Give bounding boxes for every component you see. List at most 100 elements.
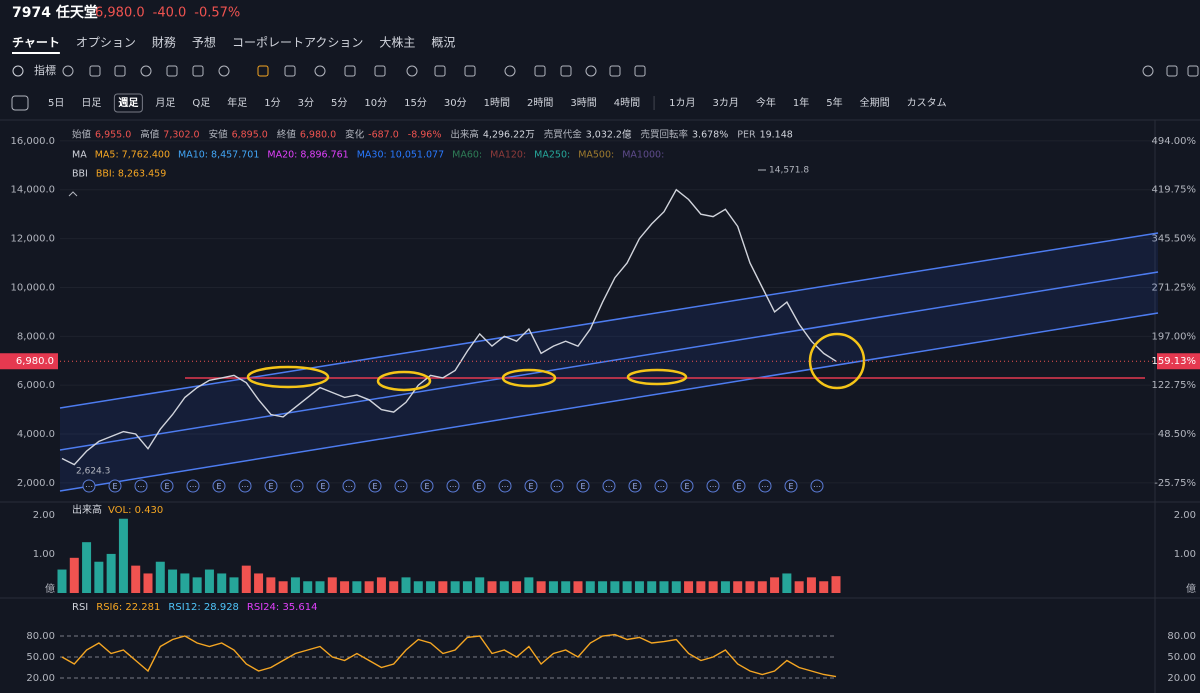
event-marker[interactable] — [368, 479, 382, 493]
collapse-icon[interactable] — [68, 191, 78, 197]
event-label[interactable]: ⋯ — [657, 482, 665, 491]
tool-icon[interactable] — [534, 65, 546, 77]
event-marker[interactable] — [108, 479, 122, 493]
tool-icon[interactable] — [192, 65, 204, 77]
event-marker[interactable] — [186, 479, 200, 493]
event-label[interactable]: ⋯ — [709, 482, 717, 491]
event-label[interactable]: E — [476, 482, 481, 491]
tool-icon[interactable] — [140, 65, 152, 77]
event-marker[interactable] — [446, 479, 460, 493]
event-label[interactable]: ⋯ — [85, 482, 93, 491]
event-label[interactable]: E — [216, 482, 221, 491]
timeframe[interactable]: 15分 — [404, 97, 427, 109]
range[interactable]: 全期間 — [860, 96, 890, 109]
tab[interactable]: 概況 — [431, 35, 455, 50]
timeframe[interactable]: 日足 — [81, 97, 101, 109]
event-marker[interactable] — [316, 479, 330, 493]
tool-icon[interactable] — [1187, 65, 1199, 77]
tool-icon[interactable] — [114, 65, 126, 77]
range[interactable]: カスタム — [907, 97, 947, 109]
event-marker[interactable] — [420, 479, 434, 493]
range[interactable]: 1年 — [793, 96, 809, 109]
timeframe[interactable]: 5日 — [48, 98, 64, 109]
tool-icon[interactable] — [504, 65, 516, 77]
indicator-button[interactable]: 指標 — [34, 63, 56, 77]
range[interactable]: 3カ月 — [712, 97, 738, 109]
tool-icon[interactable] — [89, 65, 101, 77]
timeframe[interactable]: 5分 — [331, 97, 347, 109]
event-label[interactable]: E — [528, 482, 533, 491]
tab[interactable]: チャート — [12, 36, 60, 50]
event-label[interactable]: ⋯ — [293, 482, 301, 491]
event-label[interactable]: E — [112, 482, 117, 491]
event-marker[interactable] — [758, 479, 772, 493]
event-marker[interactable] — [550, 479, 564, 493]
tool-icon[interactable] — [1142, 65, 1154, 77]
event-marker[interactable] — [706, 479, 720, 493]
timeframe[interactable]: Q足 — [192, 97, 210, 109]
event-marker[interactable] — [524, 479, 538, 493]
event-label[interactable]: E — [424, 482, 429, 491]
tool-icon[interactable] — [62, 65, 74, 77]
event-label[interactable]: ⋯ — [241, 482, 249, 491]
tool-icon[interactable] — [314, 65, 326, 77]
timeframe[interactable]: 2時間 — [527, 97, 553, 109]
tab[interactable]: オプション — [76, 36, 136, 50]
timeframe[interactable]: 1分 — [264, 97, 280, 109]
tab[interactable]: 予想 — [192, 35, 216, 50]
tool-icon[interactable] — [166, 65, 178, 77]
tool-icon[interactable] — [634, 65, 646, 77]
event-marker[interactable] — [628, 479, 642, 493]
tool-icon[interactable] — [406, 65, 418, 77]
event-label[interactable]: E — [632, 482, 637, 491]
event-label[interactable]: ⋯ — [449, 482, 457, 491]
tool-icon[interactable] — [1166, 65, 1178, 77]
timeframe[interactable]: 30分 — [444, 97, 467, 109]
timeframe[interactable]: 1時間 — [484, 97, 510, 109]
tool-icon[interactable] — [609, 65, 621, 77]
event-marker[interactable] — [394, 479, 408, 493]
timeframe[interactable]: 月足 — [155, 97, 175, 109]
tab[interactable]: 財務 — [152, 35, 176, 50]
timeframe[interactable]: 週足 — [118, 97, 139, 109]
event-label[interactable]: E — [788, 482, 793, 491]
event-marker[interactable] — [732, 479, 746, 493]
range[interactable]: 1カ月 — [669, 97, 695, 109]
timeframe[interactable]: 4時間 — [614, 97, 640, 109]
event-marker[interactable] — [212, 479, 226, 493]
timeframe[interactable]: 年足 — [227, 96, 247, 109]
timeframe[interactable]: 3時間 — [570, 97, 596, 109]
event-label[interactable]: ⋯ — [553, 482, 561, 491]
range[interactable]: 5年 — [826, 96, 842, 109]
event-label[interactable]: E — [320, 482, 325, 491]
event-marker[interactable] — [602, 479, 616, 493]
event-marker[interactable] — [342, 479, 356, 493]
event-marker[interactable] — [238, 479, 252, 493]
tab[interactable]: コーポレートアクション — [232, 36, 363, 50]
event-marker[interactable] — [498, 479, 512, 493]
tool-icon[interactable] — [585, 65, 597, 77]
event-marker[interactable] — [576, 479, 590, 493]
tool-icon[interactable] — [344, 65, 356, 77]
event-label[interactable]: ⋯ — [137, 482, 145, 491]
tool-icon[interactable] — [284, 65, 296, 77]
event-label[interactable]: E — [268, 482, 273, 491]
tool-icon[interactable] — [464, 65, 476, 77]
event-label[interactable]: ⋯ — [397, 482, 405, 491]
event-marker[interactable] — [290, 479, 304, 493]
range[interactable]: 今年 — [756, 96, 776, 109]
timeframe[interactable]: 10分 — [364, 97, 387, 109]
event-marker[interactable] — [472, 479, 486, 493]
event-label[interactable]: E — [164, 482, 169, 491]
event-label[interactable]: ⋯ — [761, 482, 769, 491]
event-marker[interactable] — [784, 479, 798, 493]
event-marker[interactable] — [160, 479, 174, 493]
event-label[interactable]: E — [580, 482, 585, 491]
event-marker[interactable] — [654, 479, 668, 493]
event-marker[interactable] — [680, 479, 694, 493]
timeframe[interactable]: 3分 — [298, 97, 314, 109]
tool-icon[interactable] — [434, 65, 446, 77]
event-marker[interactable] — [134, 479, 148, 493]
event-label[interactable]: ⋯ — [813, 482, 821, 491]
event-marker[interactable] — [264, 479, 278, 493]
